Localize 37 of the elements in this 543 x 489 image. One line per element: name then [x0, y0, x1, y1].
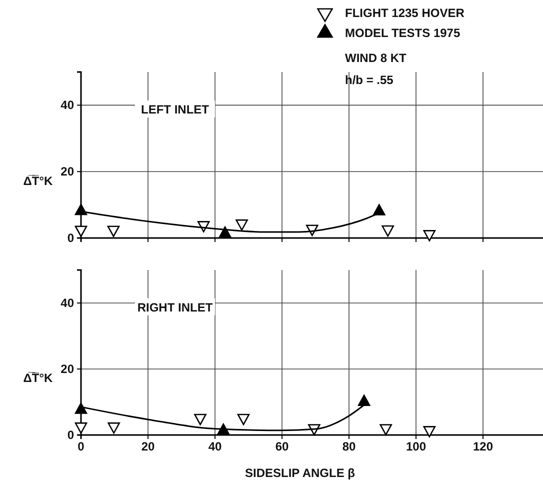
point: [423, 426, 436, 438]
y-tick-label: 40: [60, 98, 74, 112]
x-tick-label: 20: [141, 440, 155, 454]
x-axis-title: SIDESLIP ANGLE β: [244, 466, 356, 480]
point: [108, 422, 120, 434]
y-tick-label: 20: [60, 362, 74, 376]
legend-label: FLIGHT 1235 HOVER: [345, 6, 465, 20]
y-tick-label: 40: [60, 296, 74, 310]
point: [74, 226, 88, 238]
point: [74, 402, 88, 414]
point: [194, 414, 206, 426]
y-tick-label: 20: [60, 164, 74, 178]
point: [380, 424, 392, 436]
x-tick-label: 100: [406, 440, 426, 454]
point: [237, 414, 250, 426]
x-tick-label: 60: [275, 440, 289, 454]
x-tick-label: 40: [208, 440, 222, 454]
x-tick-label: 0: [78, 440, 85, 454]
y-tick-label: 0: [67, 230, 74, 245]
text: RIGHT INLET: [137, 300, 214, 314]
point: [373, 204, 386, 216]
point: [358, 394, 370, 406]
x-tick-label: 80: [342, 440, 356, 454]
point: [74, 422, 88, 434]
point: [218, 226, 232, 238]
text: LEFT INLET: [141, 102, 210, 116]
y-tick-label: 0: [67, 428, 74, 442]
point: [382, 225, 394, 237]
point: [423, 230, 436, 242]
legend-label: MODEL TESTS 1975: [345, 26, 460, 40]
text: WIND 8 KT: [345, 51, 407, 65]
point: [74, 204, 88, 216]
point: [236, 219, 248, 231]
x-tick-label: 120: [472, 440, 494, 454]
y-axis-title: Δ̅T̅°K: [23, 174, 54, 188]
point: [107, 226, 120, 238]
y-axis-title: Δ̅T̅°K: [23, 371, 54, 386]
